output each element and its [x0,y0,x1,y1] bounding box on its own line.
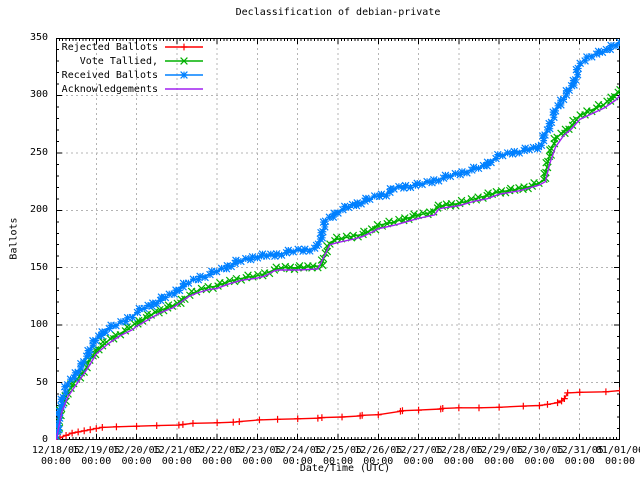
x-tick-label: 12/18/05 00:00 [31,445,81,467]
legend-item: Acknowledgements [58,82,205,96]
y-tick-label: 0 [41,434,48,445]
x-tick-label: 12/23/05 00:00 [233,445,282,467]
y-tick-label: 50 [35,376,48,388]
plot-border [56,38,620,440]
legend-label: Rejected Ballots [61,41,158,53]
legend-line-sample [165,88,203,90]
legend-label: Acknowledgements [61,83,158,95]
x-tick-label: 12/27/05 00:00 [394,445,443,467]
legend-item: Rejected Ballots [58,40,205,54]
x-tick-label: 01/01/06 00:00 [595,445,640,467]
legend-plus-marker-icon [165,43,203,51]
y-tick-label: 150 [29,261,48,273]
x-tick-label: 12/25/05 00:00 [313,445,363,467]
series-markers-received-ballots [56,38,620,440]
x-tick-label: 12/29/05 00:00 [475,445,524,467]
x-tick-label: 12/22/05 00:00 [193,445,242,467]
x-tick-label: 12/21/05 00:00 [152,445,201,467]
legend-item: Received Ballots [58,68,205,82]
x-tick-label: 12/24/05 00:00 [273,445,322,467]
x-axis-label: Date/Time (UTC) [299,463,391,474]
series-line-acknowledgements [56,94,620,440]
y-tick-label: 300 [29,89,48,101]
y-tick-label: 100 [29,319,48,331]
legend-label: Vote Tallied, [79,55,158,67]
chart-title: Declassification of debian-private [235,7,441,18]
x-tick-label: 12/28/05 00:00 [434,445,483,467]
y-tick-label: 200 [29,204,48,216]
x-tick-label: 12/30/05 00:00 [515,445,564,467]
x-tick-label: 12/20/05 00:00 [112,445,161,467]
legend-star-marker-icon [165,71,203,79]
x-tick-label: 12/19/05 00:00 [72,445,121,467]
x-tick-label: 12/31/05 00:00 [555,445,604,467]
y-tick-label: 250 [29,146,48,158]
legend-label: Received Ballots [61,69,158,81]
y-tick-label: 350 [29,32,48,43]
x-tick-label: 12/26/05 00:00 [354,445,403,467]
series-markers-rejected-ballots [56,387,620,440]
series-line-received-ballots [56,41,620,440]
legend-cross-marker-icon [165,57,203,65]
legend: Rejected Ballots Vote Tallied, Received Ba… [58,40,205,96]
legend-item: Vote Tallied, [58,54,205,68]
plot-area [56,38,620,440]
